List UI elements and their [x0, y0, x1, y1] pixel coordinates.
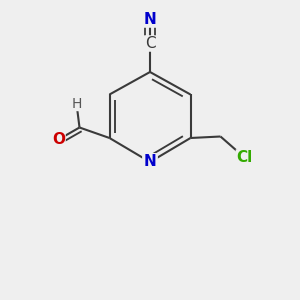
Text: O: O — [52, 132, 65, 147]
Text: H: H — [71, 97, 82, 110]
Text: C: C — [145, 36, 155, 51]
Text: Cl: Cl — [236, 150, 253, 165]
Text: N: N — [144, 154, 156, 169]
Text: N: N — [144, 12, 156, 27]
